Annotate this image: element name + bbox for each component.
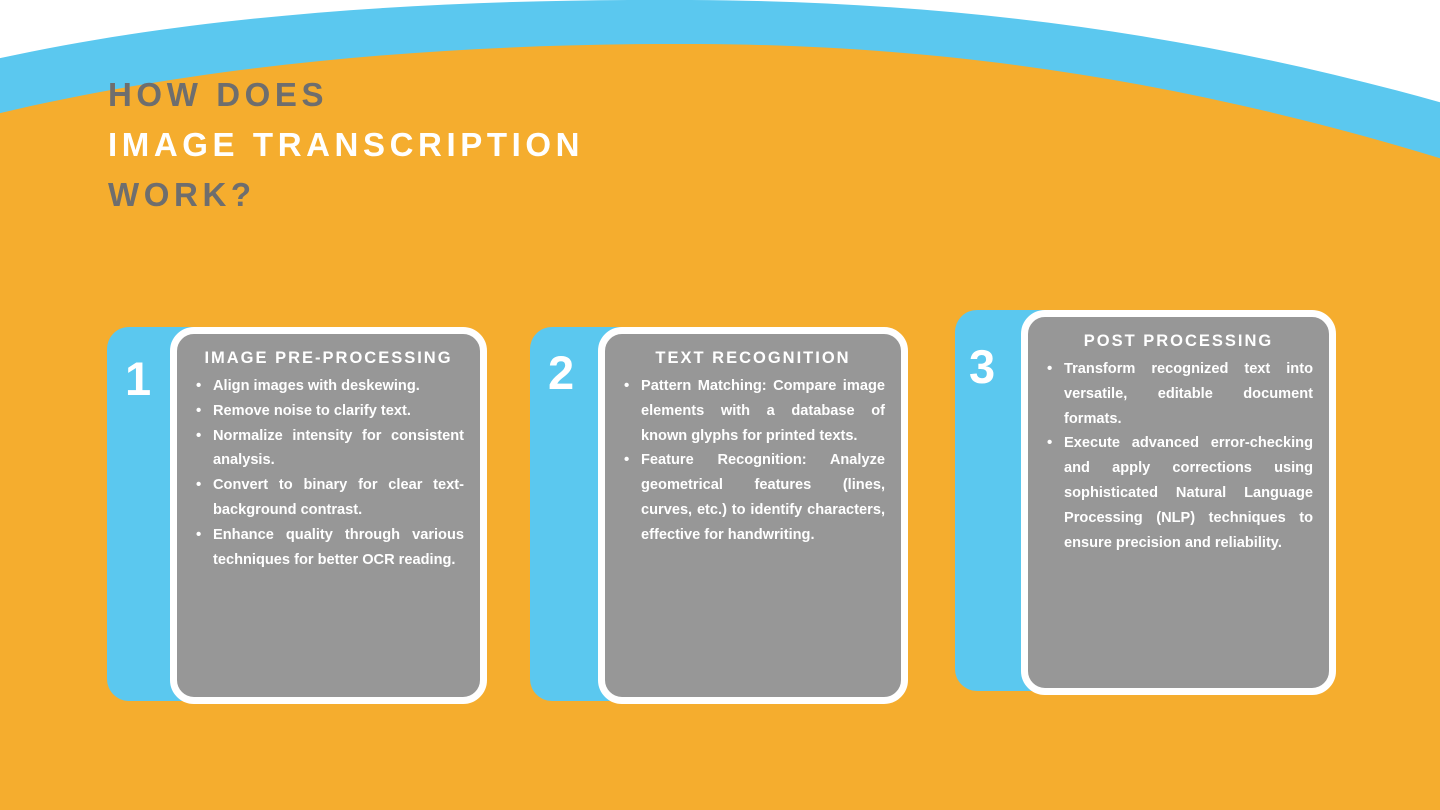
list-item: Feature Recognition: Analyze geometrical… xyxy=(621,448,885,547)
list-item: Enhance quality through various techniqu… xyxy=(193,523,464,573)
list-item: Transform recognized text into versatile… xyxy=(1044,357,1313,431)
step-3-bullet-list: Transform recognized text into versatile… xyxy=(1044,357,1313,555)
step-3-heading: POST PROCESSING xyxy=(1083,332,1274,350)
step-1-bullet-list: Align images with deskewing. Remove nois… xyxy=(193,374,464,572)
step-1-panel: IMAGE PRE-PROCESSING Align images with d… xyxy=(170,327,487,704)
step-2-bullet-list: Pattern Matching: Compare image elements… xyxy=(621,374,885,548)
step-2-number: 2 xyxy=(548,346,575,399)
list-item: Remove noise to clarify text. xyxy=(193,399,464,424)
step-1-heading: IMAGE PRE-PROCESSING xyxy=(204,349,453,367)
step-3-number: 3 xyxy=(969,340,996,393)
step-card-2[interactable]: 2 TEXT RECOGNITION Pattern Matching: Com… xyxy=(530,327,908,705)
list-item: Execute advanced error-checking and appl… xyxy=(1044,431,1313,555)
step-2-heading: TEXT RECOGNITION xyxy=(655,349,851,367)
list-item: Pattern Matching: Compare image elements… xyxy=(621,374,885,448)
list-item: Convert to binary for clear text-backgro… xyxy=(193,473,464,523)
step-card-1[interactable]: 1 IMAGE PRE-PROCESSING Align images with… xyxy=(107,327,487,705)
step-card-3[interactable]: 3 POST PROCESSING Transform recognized t… xyxy=(955,310,1336,695)
step-1-number: 1 xyxy=(125,352,152,405)
title-line-2: IMAGE TRANSCRIPTION xyxy=(108,126,585,163)
step-2-panel: TEXT RECOGNITION Pattern Matching: Compa… xyxy=(598,327,908,704)
list-item: Normalize intensity for consistent analy… xyxy=(193,424,464,474)
step-3-panel: POST PROCESSING Transform recognized tex… xyxy=(1021,310,1336,695)
list-item: Align images with deskewing. xyxy=(193,374,464,399)
title-line-3: WORK? xyxy=(108,176,256,213)
title-line-1: HOW DOES xyxy=(108,76,329,113)
page-title: HOW DOES IMAGE TRANSCRIPTION WORK? xyxy=(108,78,584,211)
